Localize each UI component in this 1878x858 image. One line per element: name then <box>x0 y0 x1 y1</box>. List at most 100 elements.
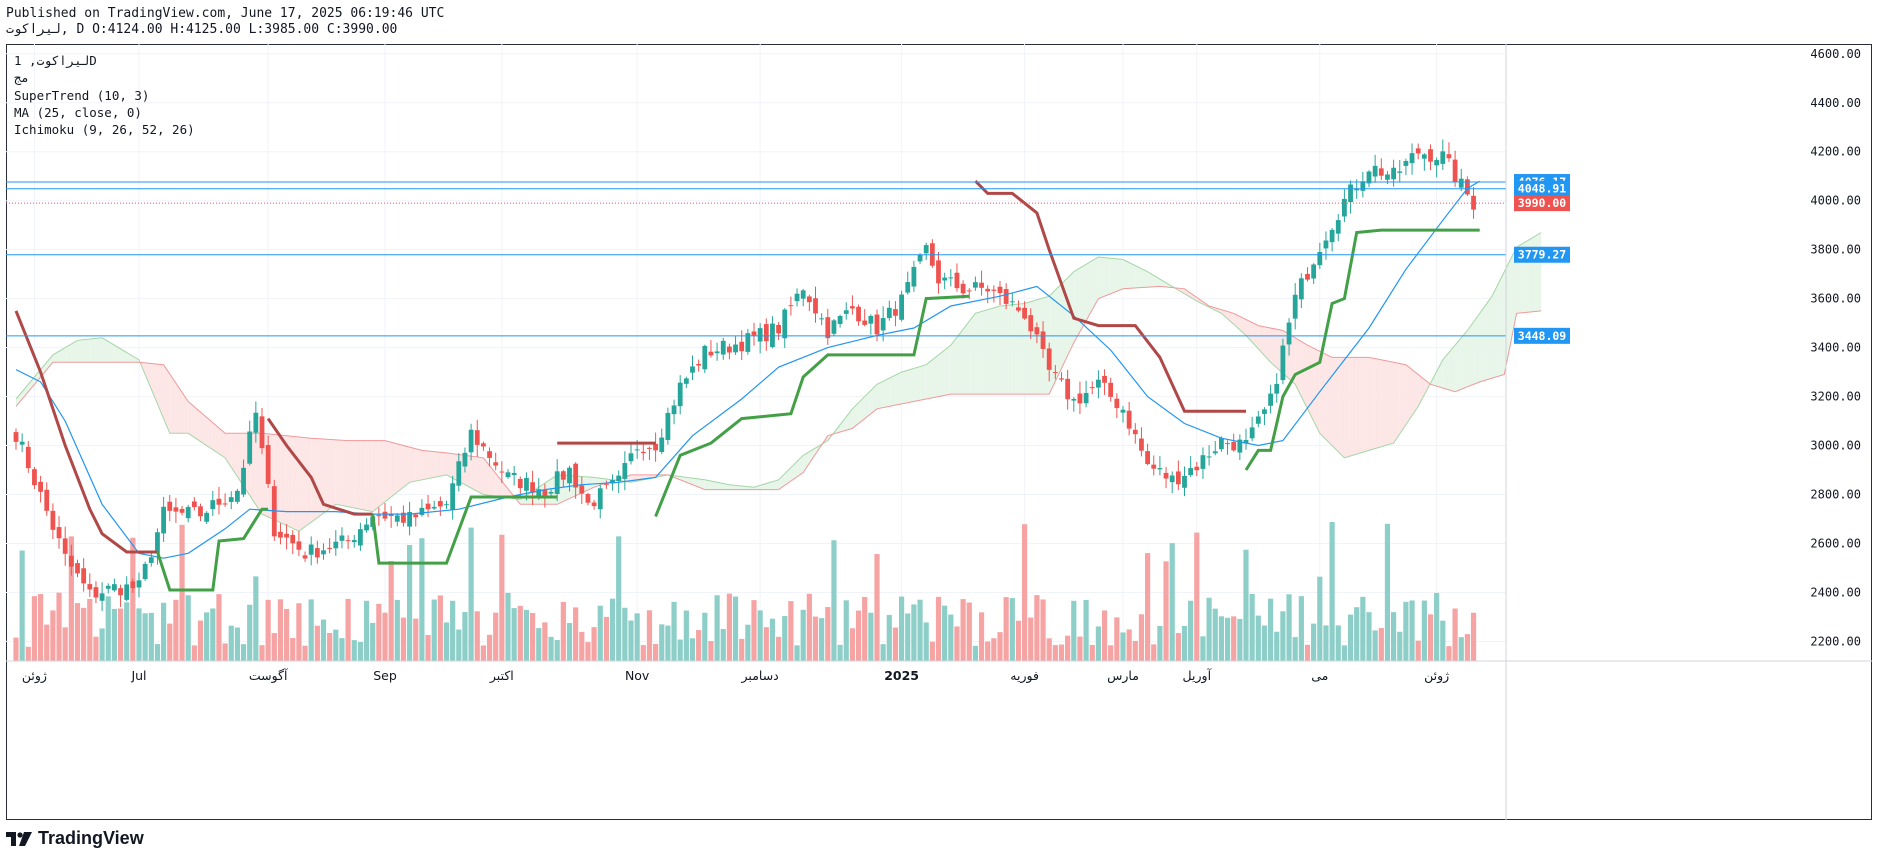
candle-body <box>567 467 572 484</box>
candle-body <box>1083 392 1089 404</box>
candles <box>13 139 1476 612</box>
x-tick-label: اکتبر <box>489 668 514 684</box>
volume-bar <box>271 633 277 661</box>
legend-ichimoku[interactable]: Ichimoku (9, 26, 52, 26) <box>14 122 195 137</box>
cloud-segment <box>864 390 871 419</box>
candle-body <box>1089 387 1095 389</box>
candle-body <box>825 317 831 339</box>
candle-body <box>1305 273 1310 280</box>
volume-bar <box>339 638 345 661</box>
candle-body <box>99 593 105 601</box>
volume-bar <box>167 623 173 661</box>
legend-supertrend[interactable]: SuperTrend (10, 3) <box>14 88 150 103</box>
candle-body <box>1003 289 1009 304</box>
volume-bar <box>653 643 659 661</box>
cloud-segment <box>926 359 933 400</box>
cloud-segment <box>1141 268 1148 288</box>
candle-body <box>1016 307 1021 311</box>
volume-bar <box>855 610 862 661</box>
cloud-segment <box>231 433 238 477</box>
cloud-segment <box>1473 313 1480 385</box>
volume-bar <box>935 596 942 661</box>
cloud-segment <box>1227 311 1234 325</box>
cloud-segment <box>1147 271 1154 288</box>
cloud-segment <box>65 343 72 363</box>
cloud-segment <box>341 440 349 507</box>
candle-body <box>1329 229 1335 243</box>
candle-body <box>591 502 597 507</box>
candle-body <box>1034 327 1040 335</box>
volume-bar <box>720 629 726 661</box>
volume-bar <box>640 645 646 661</box>
volume-bar <box>351 640 357 661</box>
volume-bar <box>302 645 308 661</box>
volume-bar <box>1372 630 1378 661</box>
candle-body <box>604 483 609 485</box>
legend-symbol[interactable]: لیراکوت, 1D <box>14 53 97 68</box>
volume-bar <box>1434 592 1440 661</box>
cloud-segment <box>1233 313 1240 330</box>
candle-body <box>314 548 320 558</box>
candle-body <box>1139 438 1144 451</box>
volume-bar <box>542 622 548 661</box>
volume-bar <box>1421 600 1427 661</box>
cloud-segment <box>729 484 736 490</box>
cloud-segment <box>686 477 693 485</box>
volume-bar <box>394 599 400 661</box>
candle-body <box>278 531 283 538</box>
candle-body <box>1262 409 1267 414</box>
candle-body <box>1219 437 1224 450</box>
volume-bar <box>117 608 124 661</box>
candle-body <box>1366 171 1372 184</box>
legend-exchange[interactable]: مج <box>14 70 30 85</box>
volume-bar <box>499 534 505 661</box>
volume-bar <box>265 599 271 661</box>
cloud-segment <box>710 481 718 490</box>
cloud-segment <box>366 440 373 512</box>
candle-body <box>1268 393 1273 406</box>
volume-bar <box>253 576 259 661</box>
candle-body <box>1096 379 1101 388</box>
cloud-segment <box>157 364 164 419</box>
candle-body <box>327 547 333 549</box>
candle-body <box>112 584 117 591</box>
volume-bar <box>25 646 31 661</box>
candle-body <box>640 451 646 454</box>
volume-bar <box>1446 646 1452 661</box>
price-chart[interactable]: 2200.00 2400.00 2600.00 2800.00 3000.00 3200.… <box>6 44 1872 820</box>
cloud-segment <box>913 366 921 402</box>
candle-body <box>38 481 43 492</box>
volume-bar <box>148 612 154 661</box>
volume-bar <box>505 592 511 661</box>
volume-bar <box>788 601 794 661</box>
volume-bar <box>739 638 745 661</box>
price-axis: 2200.00 2400.00 2600.00 2800.00 3000.00 3200.… <box>1810 47 1861 649</box>
y-tick-label: 3000.00 <box>1810 439 1861 453</box>
cloud-segment <box>950 337 957 395</box>
volume-bar <box>1268 598 1274 661</box>
legend-ma[interactable]: MA (25, close, 0) <box>14 105 142 120</box>
volume-bar <box>585 642 591 661</box>
volume-bar <box>1089 644 1095 661</box>
cloud-segment <box>360 440 367 511</box>
candle-body <box>1249 427 1255 439</box>
tradingview-logo[interactable]: TradingView <box>6 828 144 849</box>
volume-bar <box>714 595 720 661</box>
candle-body <box>954 272 960 289</box>
volume-bar <box>462 612 468 661</box>
candle-body <box>653 443 658 451</box>
candle-body <box>161 506 166 534</box>
candle-body <box>247 431 253 464</box>
cloud-segment <box>1258 325 1265 356</box>
candle-body <box>241 467 246 495</box>
candle-body <box>1065 378 1071 400</box>
supertrend-up <box>654 294 970 518</box>
candle-body <box>50 510 56 530</box>
volume-bar <box>634 613 640 661</box>
volume-bar <box>38 594 44 661</box>
x-tick-label: می <box>1311 668 1328 683</box>
volume-bar <box>1391 612 1397 661</box>
volume-bar <box>751 600 757 661</box>
cloud-segment <box>907 368 914 403</box>
cloud-segment <box>809 447 816 464</box>
